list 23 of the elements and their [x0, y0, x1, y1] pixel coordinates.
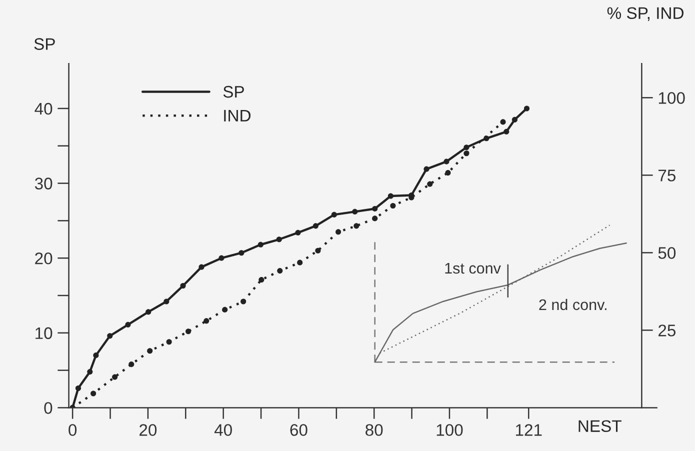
x-tick-label: 121: [516, 424, 542, 436]
annotation: 1st conv: [445, 263, 501, 274]
y2-axis-title: % SP, IND: [607, 7, 684, 21]
y-tick-label: 30: [34, 178, 52, 190]
x-tick-label: 60: [290, 424, 308, 436]
y-tick-label: 40: [34, 102, 52, 115]
legend-label: SP: [223, 86, 244, 98]
y-tick-label: 0: [44, 402, 52, 414]
x-axis-title: NEST: [578, 420, 622, 432]
legend-label: IND: [224, 110, 251, 122]
annotation: 2 nd conv.: [539, 298, 606, 310]
y-tick-label: 10: [36, 327, 52, 340]
x-tick-label: 0: [68, 424, 77, 436]
x-tick-label: 80: [366, 424, 383, 436]
y2-tick-label: 50: [658, 247, 676, 259]
x-tick-label: 40: [214, 424, 232, 436]
y-axis-title: SP: [34, 38, 55, 50]
x-tick-label: 20: [140, 424, 157, 436]
y2-tick-label: 100: [658, 92, 685, 104]
y-tick-label: 20: [35, 252, 52, 264]
y2-tick-label: 75: [658, 170, 676, 182]
x-tick-label: 100: [436, 424, 463, 436]
y2-tick-label: 25: [658, 324, 676, 336]
